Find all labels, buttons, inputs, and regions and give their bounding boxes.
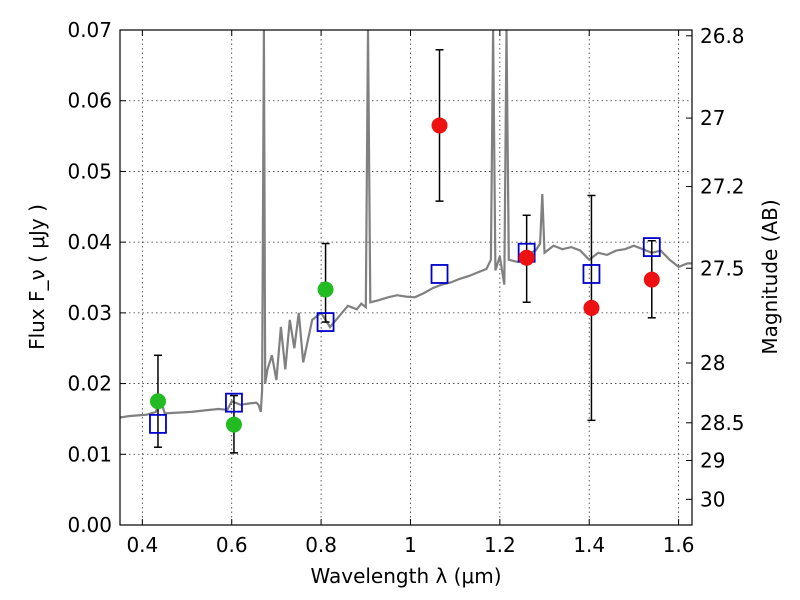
x-tick-label: 1.6: [663, 533, 695, 557]
marker-layer: [149, 117, 661, 434]
model-square-marker: [225, 392, 243, 413]
y-tick-label: 0.04: [67, 230, 112, 254]
y-tick-label: 0.02: [67, 372, 112, 396]
model-square-marker: [642, 237, 661, 257]
model-square-marker: [430, 264, 449, 284]
y-axis-label: Flux F_ν ( μJy ): [25, 204, 49, 350]
model-square-marker: [316, 312, 335, 332]
model-square-marker: [582, 264, 601, 284]
right-tick-label: 27.2: [700, 175, 745, 199]
right-tick-label: 27: [700, 106, 725, 130]
y-tick-label: 0.00: [67, 513, 112, 537]
x-axis-label: Wavelength λ (μm): [310, 564, 501, 588]
right-tick-label: 29: [700, 449, 725, 473]
right-tick-label: 28.5: [700, 411, 745, 435]
data-point-marker: [149, 393, 166, 410]
x-tick-label: 0.6: [216, 533, 248, 557]
y-tick-label: 0.06: [67, 89, 112, 113]
data-point-marker: [431, 117, 448, 134]
spectrum-layer: [120, 30, 692, 419]
x-tick-label: 1.4: [573, 533, 605, 557]
y-tick-label: 0.03: [67, 301, 112, 325]
right-tick-label: 30: [700, 487, 725, 511]
data-point-marker: [317, 281, 334, 298]
y-tick-label: 0.05: [67, 159, 112, 183]
right-tick-label: 27.5: [700, 256, 745, 280]
y-tick-label: 0.07: [67, 18, 112, 42]
y-tick-label: 0.01: [67, 442, 112, 466]
x-tick-label: 0.8: [305, 533, 337, 557]
data-point-marker: [225, 416, 242, 433]
right-tick-label: 28: [700, 351, 725, 375]
model-square-marker: [149, 413, 167, 434]
data-point-marker: [518, 249, 535, 266]
grid-layer: [120, 29, 692, 526]
tick-layer: 0.4 0.6 0.8 1 1.2 1.4 1.6 0.00 0.01 0.02 0.03 0.04 0…: [67, 18, 744, 557]
x-tick-label: 1.2: [484, 533, 516, 557]
data-point-marker: [643, 271, 660, 288]
x-tick-label: 1: [404, 533, 417, 557]
data-point-marker: [583, 299, 600, 316]
plot-frame: [119, 29, 693, 526]
right-axis-label: Magnitude (AB): [758, 199, 782, 354]
x-tick-label: 0.4: [126, 533, 158, 557]
right-tick-label: 26.8: [700, 24, 745, 48]
spectrum-line: [120, 30, 692, 419]
